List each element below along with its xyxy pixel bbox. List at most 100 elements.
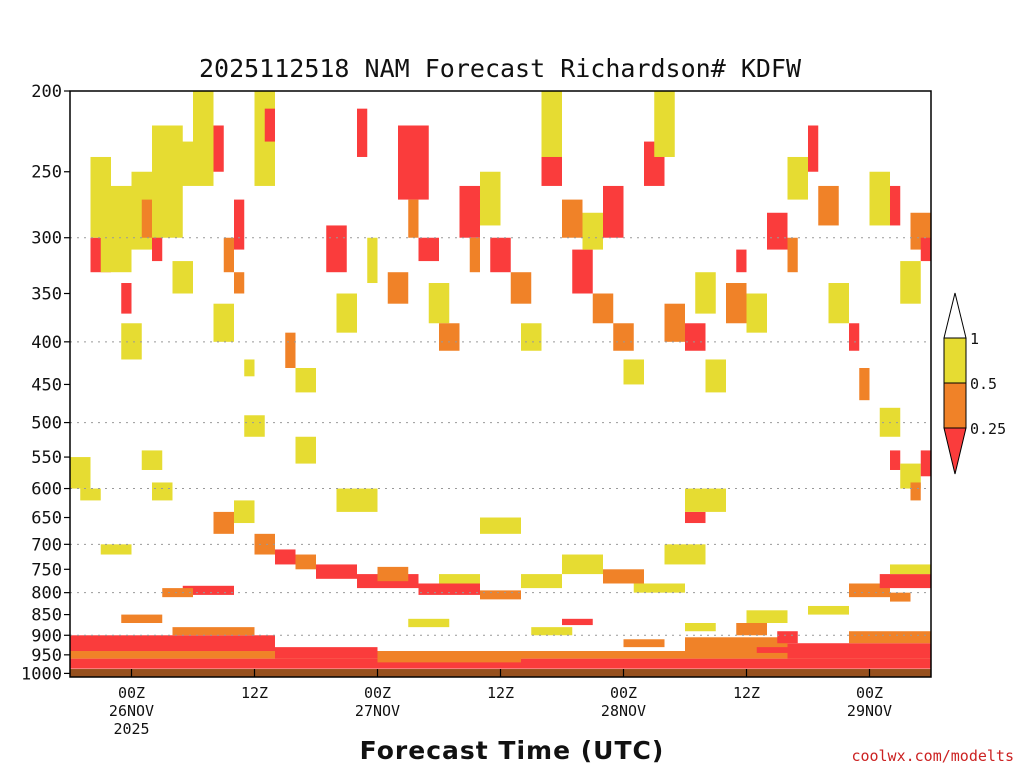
richardson-cell-34 (470, 238, 480, 272)
x-tick-label-0-1: 26NOV (109, 702, 154, 720)
richardson-cell-56 (747, 294, 768, 333)
richardson-cell-24 (337, 294, 358, 333)
richardson-cell-87 (439, 574, 480, 583)
y-tick-label-400: 400 (31, 333, 62, 353)
richardson-cell-73 (911, 482, 921, 500)
richardson-cell-108 (244, 415, 265, 437)
richardson-cell-29 (408, 200, 418, 238)
richardson-cell-117 (757, 647, 788, 653)
richardson-cell-88 (480, 590, 521, 599)
x-tick-label-0-2: 2025 (113, 720, 149, 738)
richardson-cell-27 (388, 272, 409, 303)
y-tick-label-750: 750 (31, 560, 62, 580)
x-tick-label-6-0: 00Z (856, 684, 883, 702)
richardson-cell-111 (408, 619, 449, 627)
richardson-cell-54 (726, 283, 747, 323)
y-tick-label-550: 550 (31, 448, 62, 468)
x-tick-label-5-0: 12Z (733, 684, 760, 702)
richardson-cell-41 (562, 200, 583, 238)
y-tick-label-1000: 1000 (21, 664, 62, 684)
y-tick-label-850: 850 (31, 606, 62, 626)
richardson-cell-62 (829, 283, 850, 323)
richardson-cell-96 (665, 544, 706, 564)
richardson-cell-53 (706, 359, 727, 392)
richardson-cell-25 (357, 109, 367, 157)
richardson-cell-95 (634, 583, 685, 592)
x-tick-label-2-0: 00Z (364, 684, 391, 702)
richardson-cell-47 (624, 359, 645, 384)
richardson-cell-74 (921, 450, 931, 476)
y-tick-label-900: 900 (31, 626, 62, 646)
richardson-cell-78 (214, 512, 235, 534)
credit-text: coolwx.com/modelts (851, 747, 1014, 765)
richardson-band-2 (70, 635, 275, 651)
richardson-cell-49 (654, 91, 675, 157)
y-tick-label-950: 950 (31, 646, 62, 666)
y-tick-label-500: 500 (31, 414, 62, 434)
richardson-cell-57 (767, 213, 788, 250)
richardson-cell-85 (378, 567, 409, 581)
richardson-cell-107 (142, 450, 163, 470)
x-tick-label-3-0: 12Z (487, 684, 514, 702)
richardson-cell-32 (439, 323, 460, 350)
richardson-cell-52 (695, 272, 716, 313)
richardson-cell-93 (562, 555, 603, 575)
richardson-cell-59 (788, 157, 809, 200)
richardson-cell-13 (224, 238, 234, 272)
richardson-cell-43 (583, 213, 604, 250)
richardson-cell-100 (747, 610, 788, 623)
richardson-cell-33 (460, 186, 481, 238)
richardson-cell-61 (818, 186, 839, 226)
richardson-cell-71 (890, 450, 900, 470)
richardson-cell-46 (613, 323, 634, 350)
richardson-cell-115 (624, 639, 665, 647)
x-tick-label-1-0: 12Z (241, 684, 268, 702)
richardson-cell-79 (234, 500, 255, 523)
richardson-cell-42 (572, 250, 593, 294)
richardson-cell-83 (316, 564, 357, 578)
richardson-cell-9 (173, 261, 194, 293)
richardson-cell-22 (296, 437, 317, 464)
richardson-cell-23 (326, 225, 347, 272)
y-tick-label-450: 450 (31, 375, 62, 395)
richardson-cell-116 (685, 623, 716, 631)
richardson-cell-21 (296, 368, 317, 392)
richardson-cell-63 (849, 323, 859, 350)
richardson-cell-60 (808, 125, 818, 171)
richardson-cell-14 (214, 304, 235, 342)
richardson-cell-94 (603, 569, 644, 583)
richardson-cell-91 (101, 544, 132, 554)
richardson-cell-106 (890, 593, 911, 602)
richardson-cell-35 (480, 172, 501, 226)
richardson-cell-86 (419, 583, 481, 594)
y-tick-label-350: 350 (31, 285, 62, 305)
x-tick-label-4-0: 00Z (610, 684, 637, 702)
y-tick-label-300: 300 (31, 229, 62, 249)
x-tick-label-6-1: 29NOV (847, 702, 892, 720)
y-tick-label-250: 250 (31, 163, 62, 183)
richardson-cell-97 (685, 512, 706, 523)
richardson-cell-36 (490, 238, 511, 272)
richardson-cell-80 (255, 534, 276, 555)
richardson-cell-12 (214, 125, 224, 171)
richardson-cell-28 (398, 125, 429, 199)
richardson-cell-17 (244, 359, 254, 376)
richardson-cell-105 (890, 564, 931, 574)
richardson-cell-82 (296, 555, 317, 570)
richardson-cell-45 (603, 186, 624, 238)
richardson-cell-16 (234, 272, 244, 293)
richardson-band-3 (173, 627, 255, 635)
richardson-cell-30 (419, 238, 440, 261)
richardson-cell-81 (275, 549, 296, 564)
legend-swatch-orange (944, 383, 966, 428)
richardson-band-4 (275, 647, 378, 658)
richardson-cell-77 (152, 482, 173, 500)
richardson-cell-92 (521, 574, 562, 588)
x-axis-label: Forecast Time (UTC) (360, 736, 665, 765)
richardson-cell-20 (285, 333, 295, 368)
legend-label-0-25: 0.25 (970, 420, 1006, 438)
richardson-cell-3 (121, 283, 131, 314)
y-tick-label-200: 200 (31, 82, 62, 102)
richardson-cell-19 (265, 109, 275, 142)
richardson-cell-37 (511, 272, 532, 303)
